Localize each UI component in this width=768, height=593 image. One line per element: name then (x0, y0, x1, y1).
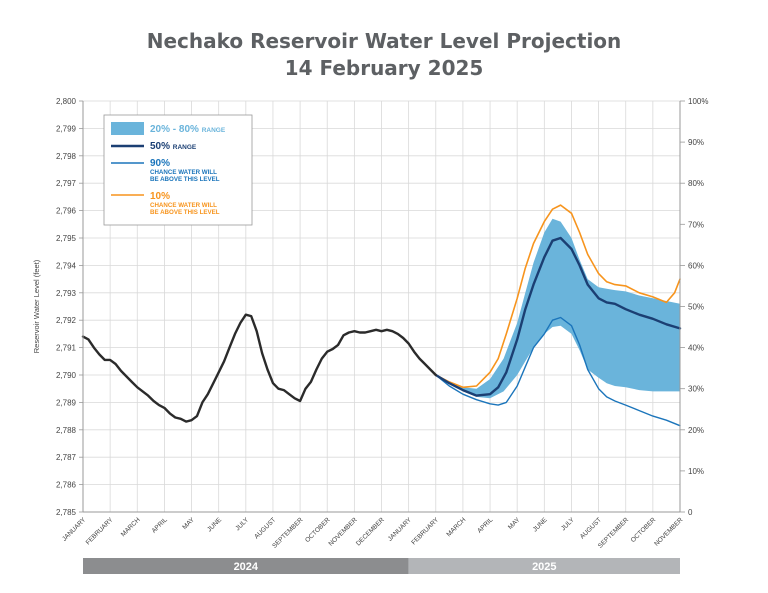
y-tick-label: 2,796 (56, 207, 77, 216)
x-tick-label: MAY (181, 516, 196, 531)
y-tick-label: 2,798 (56, 152, 77, 161)
y2-tick-label: 70% (688, 220, 704, 229)
y-tick-label: 2,795 (56, 234, 77, 243)
legend-label-10pct: 10% (150, 191, 170, 202)
y2-tick-label: 20% (688, 426, 704, 435)
y-tick-label: 2,797 (56, 179, 77, 188)
x-tick-label: OCTOBER (630, 516, 658, 544)
y-tick-label: 2,786 (56, 481, 77, 490)
x-tick-label: MARCH (120, 516, 142, 538)
y-tick-label: 2,789 (56, 398, 77, 407)
y2-tick-label: 50% (688, 303, 704, 312)
x-tick-label: JANUARY (387, 516, 414, 543)
legend-label-range: 20% - 80% RANGE (150, 124, 226, 135)
y2-tick-label: 40% (688, 344, 704, 353)
year-label: 2024 (234, 561, 259, 573)
year-bar-segment (83, 558, 409, 574)
legend-label-50pct: 50% RANGE (150, 141, 197, 152)
x-tick-label: DECEMBER (355, 516, 386, 547)
y2-tick-label: 0 (688, 508, 693, 517)
y-axis-title: Reservoir Water Level (feet) (32, 259, 41, 353)
chart-title-line1: Nechako Reservoir Water Level Projection (146, 29, 622, 53)
y-tick-label: 2,790 (56, 371, 77, 380)
y-tick-label: 2,788 (56, 426, 77, 435)
y2-tick-label: 30% (688, 385, 704, 394)
x-tick-label: APRIL (476, 516, 495, 535)
legend-note-10pct-line2: BE ABOVE THIS LEVEL (150, 209, 220, 216)
x-tick-label: NOVEMBER (653, 516, 684, 547)
y2-tick-label: 90% (688, 138, 704, 147)
y-tick-label: 2,793 (56, 289, 77, 298)
series-lines (81, 204, 682, 427)
y2-tick-label: 100% (688, 97, 708, 106)
legend-note-90pct-line1: CHANCE WATER WILL (150, 169, 217, 176)
y2-tick-label: 10% (688, 467, 704, 476)
y-tick-label: 2,799 (56, 124, 77, 133)
year-label: 2025 (532, 561, 556, 573)
legend-label-90pct: 90% (150, 158, 170, 169)
range-band (435, 218, 680, 399)
x-tick-label: OCTOBER (304, 516, 332, 544)
x-tick-label: AUGUST (253, 516, 277, 540)
series-line-10pct (435, 204, 681, 389)
year-bar-segment (408, 558, 680, 574)
y-tick-label: 2,794 (56, 261, 77, 270)
legend-note-10pct-line1: CHANCE WATER WILL (150, 202, 217, 209)
x-tick-label: MAY (507, 516, 522, 531)
series-line-90pct (435, 316, 681, 427)
series-line-50pct (434, 236, 682, 397)
x-tick-label: JANUARY (61, 516, 88, 543)
y-tick-label: 2,800 (56, 97, 77, 106)
x-tick-label: APRIL (151, 516, 170, 535)
band-20-80-area (435, 218, 680, 399)
legend-note-90pct-line2: BE ABOVE THIS LEVEL (150, 176, 220, 183)
series-line-historical (81, 313, 437, 423)
chart-title: Nechako Reservoir Water Level Projection… (0, 28, 768, 82)
x-tick-label: JULY (560, 516, 576, 532)
x-tick-label: FEBRUARY (85, 516, 115, 546)
y2-tick-label: 80% (688, 179, 704, 188)
x-tick-label: JUNE (206, 516, 223, 533)
x-tick-label: JUNE (532, 516, 549, 533)
legend-swatch-range (111, 122, 144, 135)
x-tick-label: JULY (234, 516, 250, 532)
y2-tick-label: 60% (688, 261, 704, 270)
x-tick-label: MARCH (446, 516, 468, 538)
y-tick-label: 2,791 (56, 344, 77, 353)
chart-subtitle-date: 14 February 2025 (284, 56, 484, 80)
x-tick-label: AUGUST (579, 516, 603, 540)
x-tick-label: FEBRUARY (410, 516, 440, 546)
y-tick-label: 2,792 (56, 316, 77, 325)
y-tick-label: 2,785 (56, 508, 77, 517)
y-tick-label: 2,787 (56, 453, 77, 462)
year-bar: 2024 2025 (83, 558, 680, 574)
